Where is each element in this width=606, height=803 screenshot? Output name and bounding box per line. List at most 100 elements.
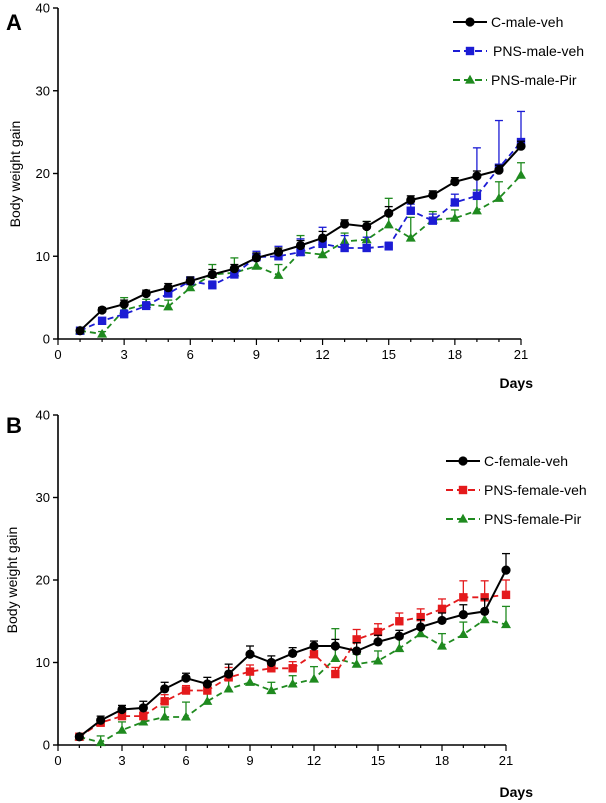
data-point [494, 165, 504, 175]
data-point [437, 604, 447, 614]
series-C-male-veh [75, 140, 526, 336]
data-point [266, 657, 276, 668]
data-point [251, 253, 262, 263]
data-point [273, 247, 284, 257]
data-point [163, 301, 174, 311]
data-point [141, 301, 151, 311]
x-tick-label: 9 [246, 753, 253, 768]
data-point [471, 205, 482, 215]
x-axis-label: Days [500, 784, 534, 800]
data-point [163, 283, 173, 293]
data-point [352, 646, 362, 656]
data-point [245, 667, 255, 676]
legend-item: PNS-female-veh [446, 482, 587, 498]
legend-label: C-female-veh [484, 453, 568, 469]
data-point [202, 696, 213, 705]
data-point [362, 243, 371, 253]
data-point [119, 299, 129, 309]
data-point [406, 195, 416, 205]
data-point [138, 703, 148, 713]
panel-letter: B [6, 413, 22, 438]
legend-label: C-male-veh [491, 14, 563, 30]
data-point [224, 669, 234, 679]
y-tick-label: 30 [36, 490, 50, 505]
legend-marker [465, 46, 475, 56]
data-point [139, 711, 148, 721]
y-axis-label: Body weight gain [7, 121, 23, 228]
data-point [428, 216, 438, 225]
x-tick-label: 3 [118, 753, 125, 768]
data-point [266, 685, 277, 695]
data-point [437, 615, 447, 626]
data-point [458, 629, 469, 639]
y-tick-label: 40 [36, 1, 50, 16]
data-point [295, 240, 306, 251]
y-tick-label: 40 [36, 408, 50, 423]
data-point [501, 619, 511, 629]
data-point [287, 678, 298, 688]
data-point [309, 673, 319, 683]
data-point [384, 242, 393, 251]
legend-label: PNS-female-veh [484, 482, 587, 498]
y-tick-label: 0 [43, 738, 50, 753]
data-point [415, 628, 426, 638]
data-point [229, 264, 239, 274]
data-point [330, 653, 341, 662]
data-point [117, 711, 127, 721]
y-tick-label: 30 [36, 83, 50, 98]
data-point [373, 637, 383, 647]
x-tick-label: 0 [54, 753, 61, 768]
data-point [230, 270, 239, 279]
series-PNS-female-veh [75, 579, 511, 741]
x-axis-label: Days [500, 375, 534, 391]
legend-marker [458, 456, 468, 466]
data-point [449, 212, 460, 222]
data-point [208, 281, 217, 290]
chart-panel-b: B 0 10 20 30 40 0 3 6 9 12 15 18 21 Body weight gain Da… [4, 408, 587, 801]
data-point [185, 276, 195, 286]
data-point [384, 208, 394, 218]
legend-item: C-male-veh [453, 14, 563, 30]
data-point [318, 239, 327, 249]
data-point [97, 305, 107, 315]
data-point [416, 622, 426, 632]
data-point [288, 664, 297, 673]
legend-label: PNS-female-Pir [484, 511, 582, 527]
legend: C-male-veh PNS-male-veh PNS-male-Pir [453, 14, 584, 88]
data-point [330, 641, 340, 651]
data-point [181, 673, 191, 683]
data-point [309, 641, 319, 651]
data-point [181, 711, 191, 721]
data-point [340, 219, 350, 229]
data-point [472, 191, 482, 201]
legend-label: PNS-male-veh [493, 43, 584, 59]
x-tick-label: 18 [435, 753, 449, 768]
legend-item: PNS-female-Pir [446, 511, 582, 527]
data-point [450, 198, 460, 207]
x-tick-label: 6 [182, 753, 189, 768]
data-point [309, 650, 319, 659]
y-axis-label: Body weight gain [4, 527, 20, 634]
x-tick-label: 9 [253, 347, 260, 362]
data-point [394, 631, 404, 641]
data-point [288, 648, 298, 659]
data-point [138, 716, 149, 726]
data-point [160, 697, 169, 706]
data-point [406, 206, 415, 215]
data-point [159, 711, 170, 721]
data-point [181, 686, 191, 695]
data-point [317, 233, 328, 243]
data-point [383, 219, 394, 229]
legend-marker [465, 74, 475, 84]
x-tick-label: 3 [121, 347, 128, 362]
data-point [428, 190, 438, 200]
data-point [75, 326, 85, 336]
data-point [203, 686, 212, 695]
y-tick-label: 20 [36, 166, 50, 181]
x-tick-label: 6 [187, 347, 194, 362]
data-point [141, 288, 151, 299]
data-point [245, 677, 255, 686]
data-point [352, 635, 361, 644]
data-point [245, 649, 255, 659]
data-point [450, 177, 460, 187]
